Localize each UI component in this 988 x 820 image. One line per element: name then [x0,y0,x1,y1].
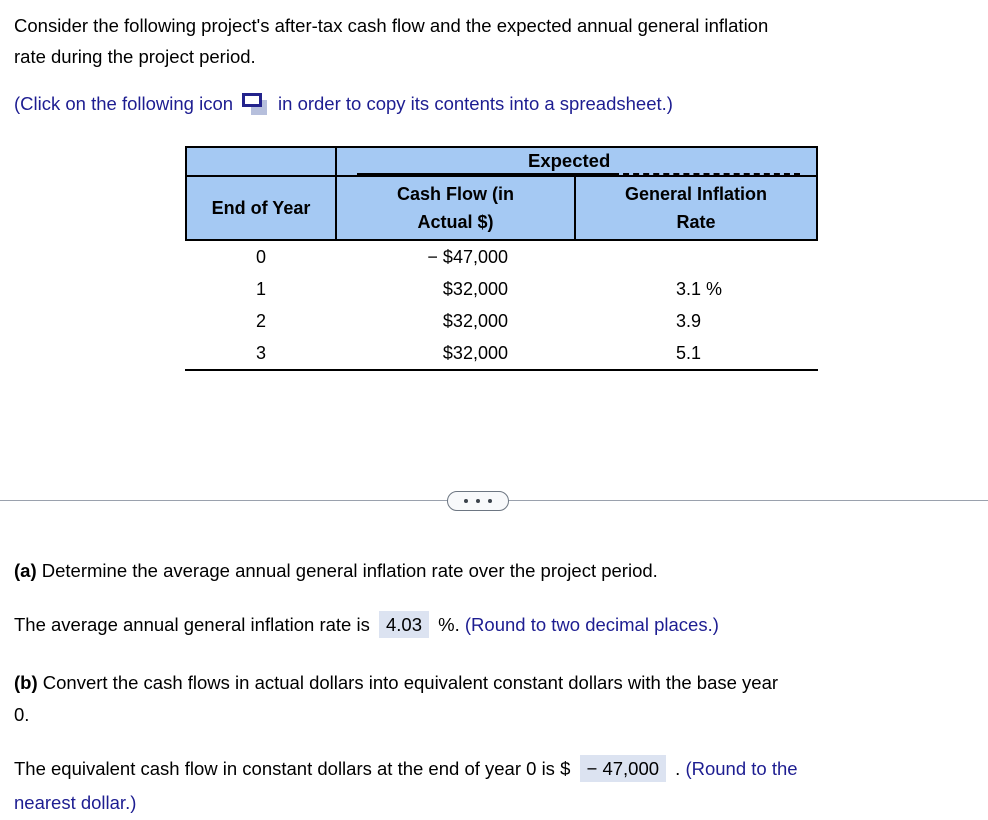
part-b-question: (b) Convert the cash flows in actual dol… [14,667,980,731]
part-b-question-line2: 0. [14,704,30,725]
copy-to-spreadsheet-icon[interactable] [242,93,270,116]
year-cell: 2 [255,310,266,331]
part-a-question-text: Determine the average annual general inf… [41,560,658,581]
part-a-answer-field[interactable]: 4.03 [379,611,430,638]
expected-underline-solid [357,151,525,175]
part-b-answer-field[interactable]: − 47,000 [579,755,667,782]
header-corner-cell [187,148,337,177]
cash-flow-cell: $32,000 [442,278,508,299]
part-a-answer-suffix: %. [438,614,460,635]
table-row: 1 $32,000 3.1 % [185,273,818,305]
part-a-label: (a) [14,560,37,581]
expand-toggle-button[interactable] [447,491,509,511]
part-b-answer-suffix: . [675,758,681,779]
ellipsis-icon [476,499,480,503]
intro-line-2: rate during the project period. [14,46,256,67]
table-header: Expected End of Year Cash Flow (in Actua… [185,146,818,241]
inflation-cell: 3.1 % [676,278,723,299]
year-cell: 1 [255,278,266,299]
part-b-answer-line: The equivalent cash flow in constant dol… [14,752,980,820]
part-a-answer-prefix: The average annual general inflation rat… [14,614,370,635]
cash-flow-label-line1: Cash Flow (in [397,184,514,204]
copy-note-before: (Click on the following icon [14,92,234,114]
table-body: 0 − $47,000 1 $32,000 3.1 % 2 $32,000 3.… [185,241,818,371]
cash-flow-label-line2: Actual $) [417,212,494,232]
year-cell: 3 [255,342,266,363]
inflation-cell: 5.1 [676,342,702,363]
header-expected-cell: Expected [337,148,816,177]
table-row: 2 $32,000 3.9 [185,305,818,337]
part-b-round-note-line2: nearest dollar.) [14,792,137,813]
header-cash-flow: Cash Flow (in Actual $) [337,177,576,239]
cash-flow-cell: $32,000 [442,342,508,363]
part-b-question-line1: Convert the cash flows in actual dollars… [42,672,779,693]
cash-flow-cell: − $47,000 [427,246,508,267]
end-of-year-label: End of Year [211,198,311,218]
copy-note: (Click on the following icon in order to… [14,91,673,116]
inflation-label-line2: Rate [676,212,716,232]
inflation-cell: 3.9 [676,310,702,331]
inflation-label-line1: General Inflation [624,184,768,204]
part-b-answer-prefix: The equivalent cash flow in constant dol… [14,758,571,779]
intro-paragraph: Consider the following project's after-t… [14,10,768,72]
intro-line-1: Consider the following project's after-t… [14,15,769,36]
table-row: 3 $32,000 5.1 [185,337,818,369]
header-general-inflation: General Inflation Rate [576,177,816,239]
ellipsis-icon [464,499,468,503]
year-cell: 0 [255,246,266,267]
ellipsis-icon [488,499,492,503]
part-b-label: (b) [14,672,38,693]
copy-icon-front-sheet [242,93,263,107]
expected-label: Expected [525,149,614,175]
part-a-answer-line: The average annual general inflation rat… [14,609,719,641]
part-b-round-note-line1: (Round to the [685,758,798,779]
cash-flow-table: Expected End of Year Cash Flow (in Actua… [185,146,818,371]
expected-underline-dashed [613,151,800,175]
part-a-question: (a) Determine the average annual general… [14,555,658,587]
copy-note-after: in order to copy its contents into a spr… [278,92,673,114]
table-row: 0 − $47,000 [185,241,818,273]
part-a-round-note: (Round to two decimal places.) [464,614,719,635]
header-end-of-year: End of Year [187,177,337,239]
cash-flow-cell: $32,000 [442,310,508,331]
